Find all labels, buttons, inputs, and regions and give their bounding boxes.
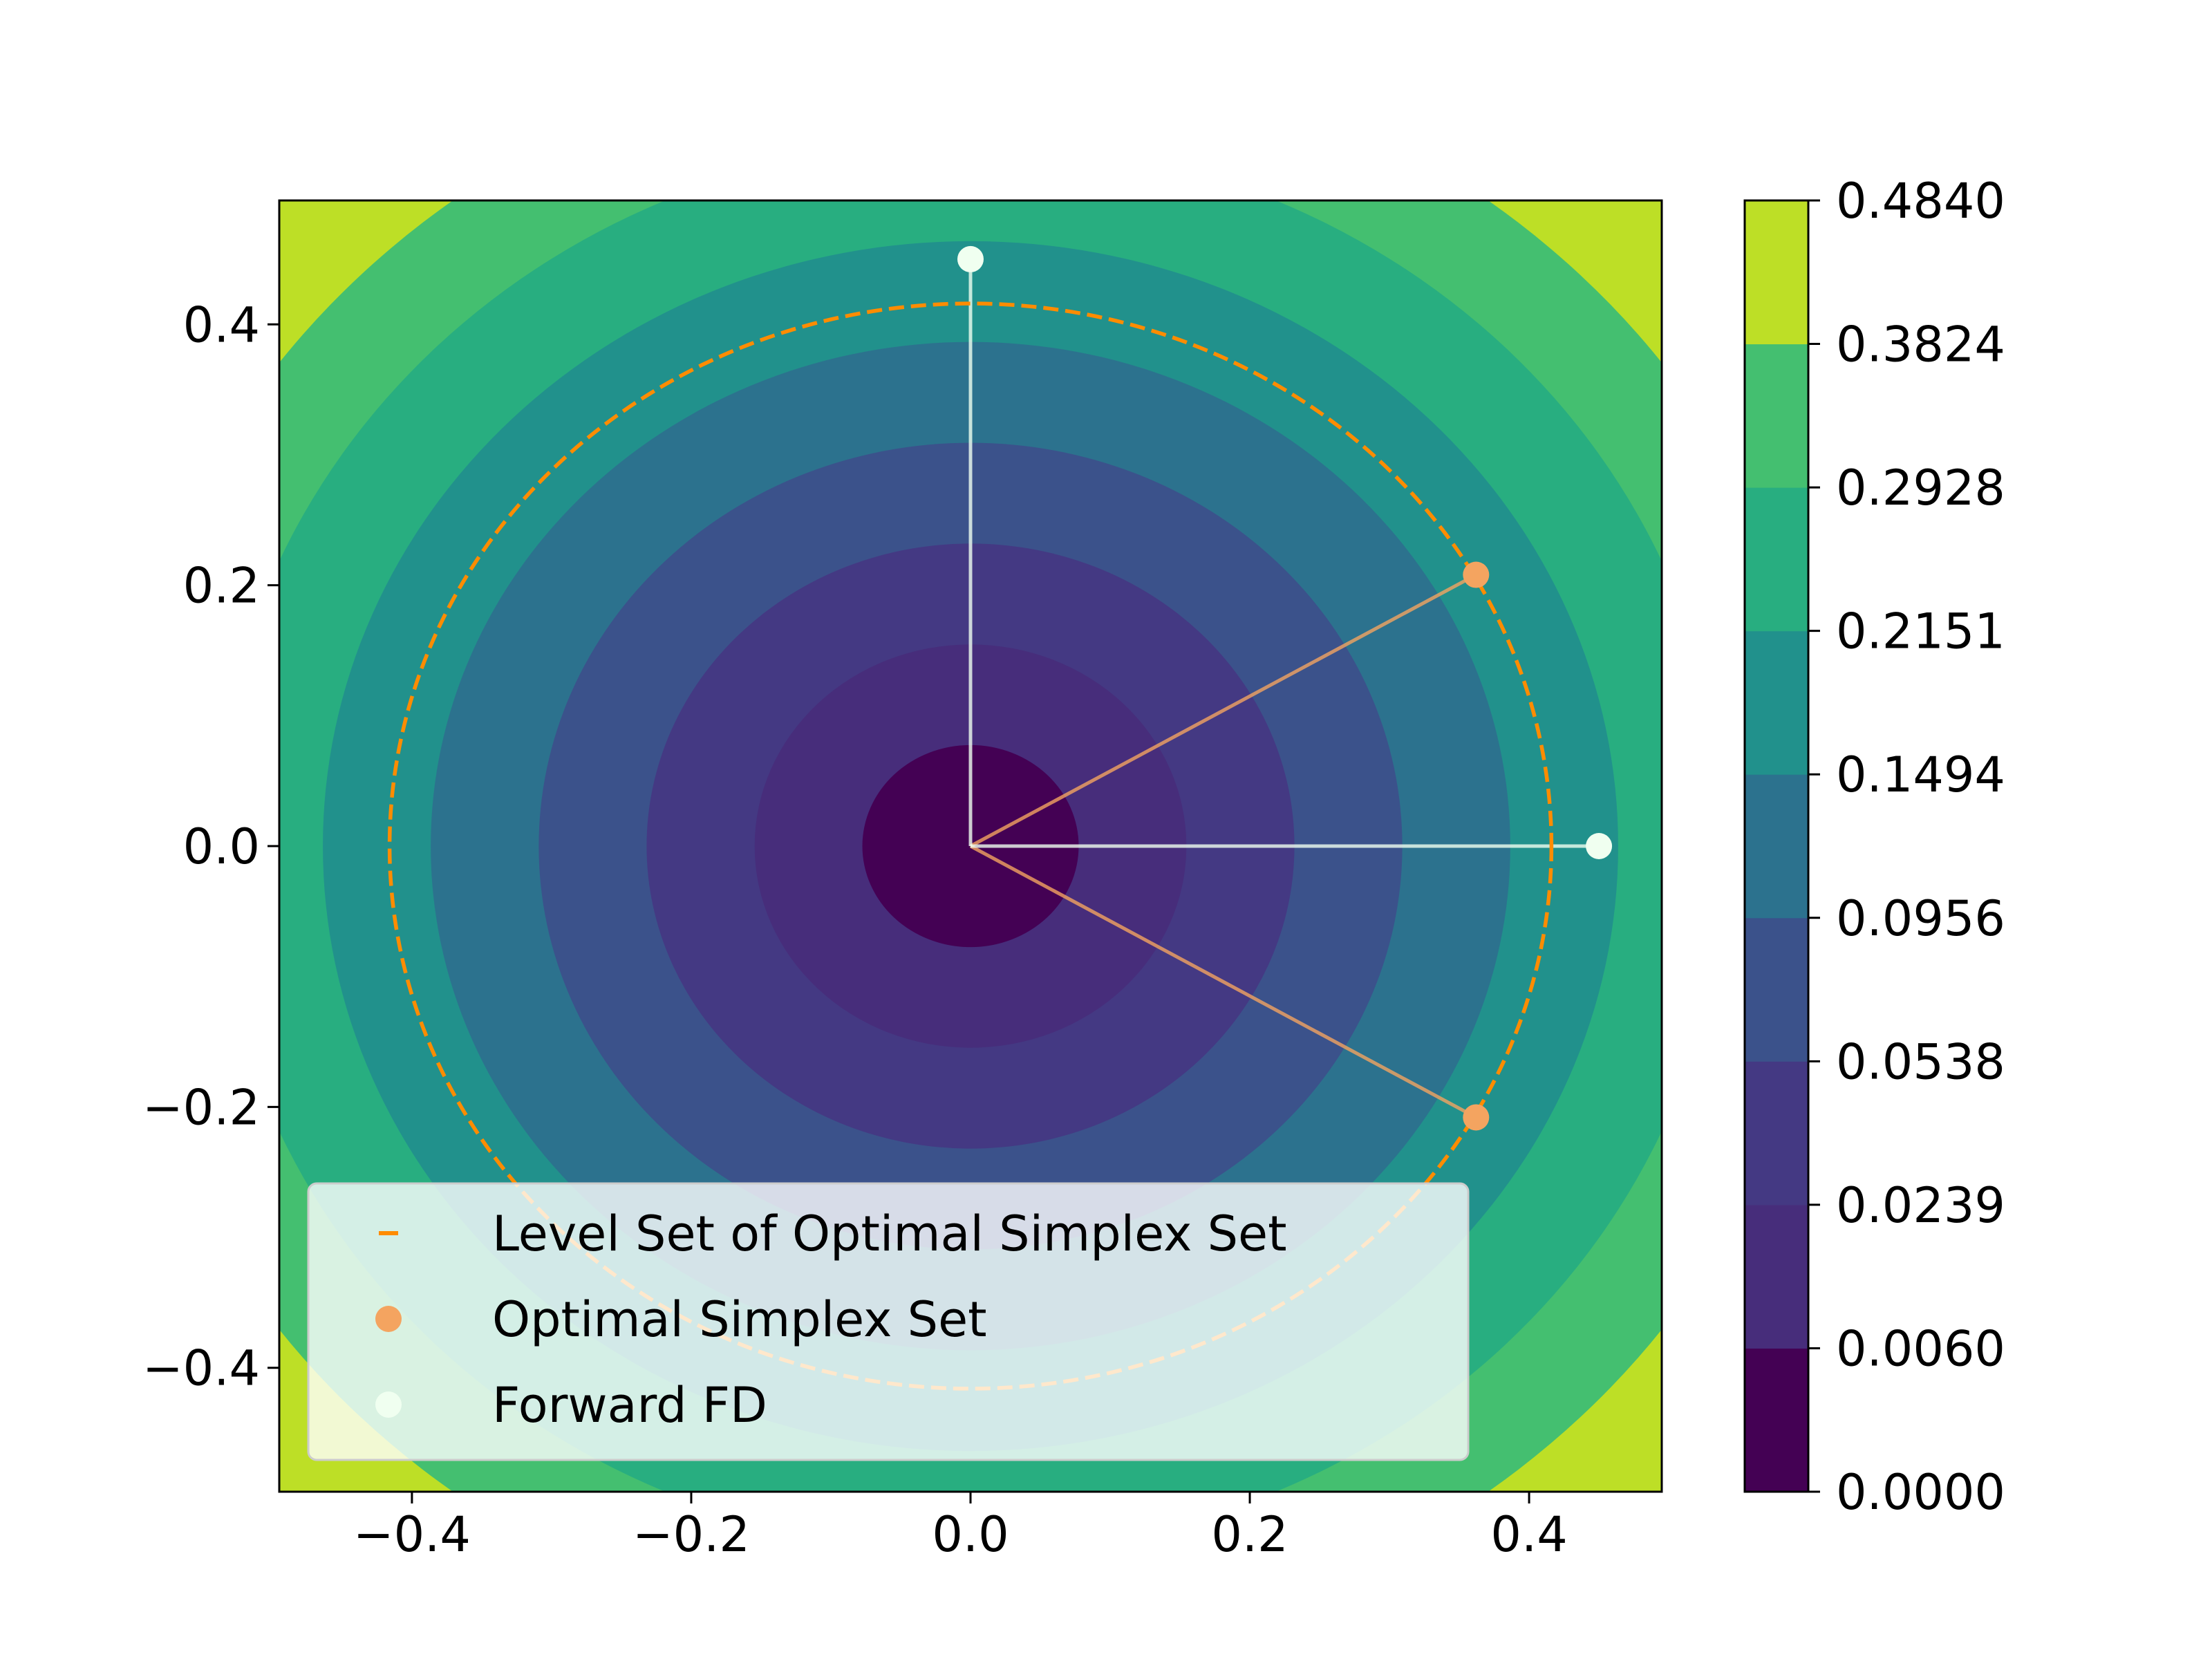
y-tick-label: 0.0 [183, 818, 260, 875]
x-tick-label: 0.4 [1490, 1506, 1567, 1563]
colorbar-tick-label: 0.0239 [1836, 1177, 2005, 1234]
legend-marker-icon [375, 1306, 402, 1332]
legend-marker-icon [375, 1391, 402, 1418]
legend: Level Set of Optimal Simplex Set Optimal … [307, 1182, 1470, 1461]
colorbar-band-6 [1745, 487, 1808, 632]
legend-label: Level Set of Optimal Simplex Set [492, 1206, 1287, 1262]
colorbar-band-0 [1745, 1348, 1808, 1492]
x-tick-label: −0.2 [632, 1506, 750, 1563]
colorbar-band-8 [1745, 200, 1808, 345]
colorbar-frame [1743, 199, 1810, 1493]
legend-label: Forward FD [492, 1377, 767, 1434]
colorbar-band-4 [1745, 774, 1808, 919]
series-marks [387, 245, 1613, 1391]
point-1-1 [1463, 1104, 1490, 1131]
y-axis: −0.4 −0.2 0.0 0.2 0.4 [142, 297, 279, 1397]
colorbar-band-2 [1745, 1061, 1808, 1206]
y-tick-label: −0.2 [142, 1079, 260, 1136]
colorbar-band-7 [1745, 344, 1808, 488]
colorbar-band-5 [1745, 630, 1808, 775]
y-tick-label: 0.2 [183, 558, 260, 615]
colorbar-tick-label: 0.0956 [1836, 890, 2005, 947]
y-tick-label: −0.4 [142, 1340, 260, 1397]
colorbar-tick-label: 0.0060 [1836, 1320, 2005, 1377]
ray-line-1-1 [969, 844, 1477, 1119]
level-set-circle [387, 301, 1554, 1391]
ray-line-1-0 [969, 573, 1477, 848]
point-1-0 [1463, 561, 1490, 588]
colorbar-tick-label: 0.2928 [1836, 460, 2005, 516]
colorbar-band-3 [1745, 917, 1808, 1062]
colorbar-tick-label: 0.1494 [1836, 747, 2005, 803]
x-tick-label: −0.4 [353, 1506, 471, 1563]
colorbar-tick-label: 0.3824 [1836, 317, 2005, 373]
contour-bands [279, 200, 1662, 1492]
colorbar: 0.0000 0.0060 0.0239 0.0538 0.0956 0.1494 0.21… [1743, 173, 2005, 1521]
x-tick-label: 0.0 [932, 1506, 1009, 1563]
y-tick-label: 0.4 [183, 297, 260, 353]
ray-lines [968, 259, 1600, 1119]
colorbar-tick-label: 0.0538 [1836, 1033, 2005, 1090]
colorbar-tick-label: 0.4840 [1836, 173, 2005, 229]
legend-box [307, 1182, 1470, 1461]
point-2-1 [1586, 833, 1613, 859]
colorbar-tick-label: 0.0000 [1836, 1464, 2005, 1521]
colorbar-tick-label: 0.2151 [1836, 603, 2005, 660]
legend-label: Optimal Simplex Set [492, 1291, 987, 1348]
colorbar-band-1 [1745, 1204, 1808, 1349]
point-2-0 [957, 245, 984, 272]
x-axis: −0.4 −0.2 0.0 0.2 0.4 [353, 1492, 1568, 1563]
x-tick-label: 0.2 [1211, 1506, 1288, 1563]
